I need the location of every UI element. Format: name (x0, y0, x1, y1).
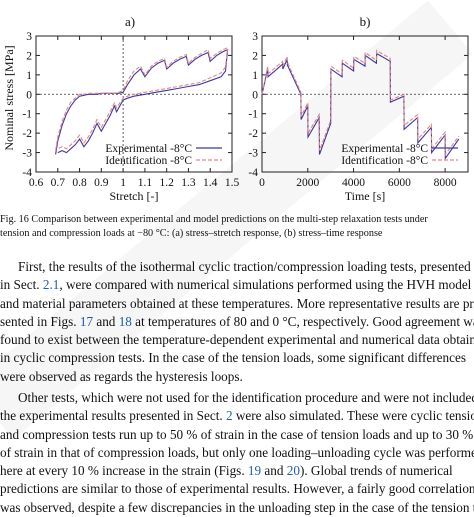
text-span: here at every 10 % increase in the strai… (0, 463, 248, 479)
y-tick-label: 0 (252, 89, 258, 101)
y-tick-label: -3 (22, 148, 32, 160)
text-span: in Sect. (0, 277, 43, 293)
x-tick-label: 0 (259, 177, 265, 189)
text-line: the experimental results presented in Se… (0, 407, 474, 425)
chart-panel-b: -4 -3 -2 -1 0 1 2 3 0 2000 4000 6000 8000 Time [s] Exp… (248, 31, 469, 203)
text-span: , were compared with numerical simulatio… (59, 277, 472, 293)
y-tick-label: 3 (252, 31, 258, 43)
section-link-2[interactable]: 2 (225, 408, 233, 424)
text-line: was observed, despite a few discrepancie… (0, 499, 474, 517)
plot-frame (35, 35, 233, 173)
y-tick-label: -2 (248, 128, 258, 140)
y-tick-label: -3 (248, 148, 258, 160)
y-tick-label: 0 (26, 89, 32, 101)
text-span: was observed, despite a few discrepancie… (0, 499, 474, 515)
experimental-series-line (55, 48, 229, 155)
y-tick-label: -4 (248, 167, 258, 179)
x-tick-label: 8000 (434, 177, 457, 189)
x-tick-label: 2000 (296, 177, 319, 189)
y-tick-label: 1 (252, 70, 258, 82)
y-tick-label: 1 (26, 70, 32, 82)
x-tick-label: 0.8 (72, 177, 87, 189)
panel-a-label: a) (125, 14, 135, 29)
x-axis-label: Stretch [-] (110, 189, 159, 203)
text-span: were also simulated. These were cyclic t… (232, 408, 474, 424)
x-tick-label: 0.9 (94, 177, 109, 189)
caption-line-1: Fig. 16 Comparison between experimental … (0, 214, 428, 225)
legend-label: Experimental -8°C (105, 143, 192, 155)
text-line: in cyclic compression tests. In the case… (0, 349, 474, 367)
x-tick-label: 6000 (388, 177, 411, 189)
panel-b-label: b) (360, 14, 371, 29)
y-tick-label: 2 (252, 50, 258, 62)
text-span: found to exist between the temperature-d… (0, 332, 474, 348)
paragraph-2: Other tests, which were not used for the… (0, 389, 474, 517)
x-tick-label: 1.1 (138, 177, 153, 189)
text-span: at temperatures of 80 and 0 °C, respecti… (131, 313, 474, 329)
x-tick-label: 1.2 (159, 177, 174, 189)
paragraph-1: First, the results of the isothermal cyc… (0, 258, 474, 386)
figure-link-20[interactable]: 20 (286, 463, 300, 479)
identification-series-line (261, 49, 460, 157)
text-line: here at every 10 % increase in the strai… (0, 462, 474, 480)
legend-label: Identification -8°C (105, 155, 192, 167)
x-axis-label: Time [s] (345, 189, 386, 203)
x-tick-label: 0.6 (29, 177, 44, 189)
text-span: Other tests, which were not used for the… (18, 390, 474, 405)
text-span: were observed as regards the hysteresis … (0, 368, 243, 384)
y-tick-label: -2 (22, 128, 32, 140)
caption-line-2: tension and compression loads at −80 °C:… (0, 227, 383, 239)
panel-a-ylabel: Nominal stress [MPa] (2, 45, 16, 150)
section-link-2-1[interactable]: 2.1 (42, 277, 60, 293)
text-span: the experimental results presented in Se… (0, 408, 226, 424)
text-line: Other tests, which were not used for the… (0, 389, 474, 407)
y-tick-label: -1 (22, 109, 32, 121)
text-line: of strain in that of compression loads, … (0, 444, 474, 462)
text-line: and compression tests run up to 50 % of … (0, 426, 474, 444)
x-tick-label: 1.4 (203, 177, 218, 189)
y-tick-label: 3 (26, 31, 32, 43)
text-line: sented in Figs. 17 and 18 at temperature… (0, 313, 474, 331)
text-line: were observed as regards the hysteresis … (0, 368, 474, 386)
text-line: and material parameters obtained at thes… (0, 295, 474, 313)
chart-panel-a: -4 -3 -2 -1 0 1 2 3 0.6 0.7 0.8 0.9 1 1.1 1.2 1.3 1.4 1.5… (22, 31, 239, 203)
figure-16: a) Nominal stress [MPa] -4 -3 -2 -1 0 1 2 3 0.6 0… (2, 14, 469, 203)
x-tick-label: 1.5 (225, 177, 240, 189)
figure-link-18[interactable]: 18 (118, 313, 132, 329)
figure-caption: Fig. 16 Comparison between experimental … (0, 213, 474, 240)
y-tick-label: 2 (26, 50, 32, 62)
text-line: in Sect. 2.1, were compared with numeric… (0, 276, 474, 294)
text-span: sented in Figs. (0, 313, 80, 329)
text-line: found to exist between the temperature-d… (0, 331, 474, 349)
y-tick-label: -4 (22, 167, 32, 179)
x-tick-label: 0.7 (51, 177, 66, 189)
text-span: First, the results of the isothermal cyc… (18, 259, 471, 274)
text-span: ). Global trends of numerical (299, 463, 453, 479)
text-span: and material parameters obtained at thes… (0, 295, 474, 311)
plot-frame (261, 35, 469, 173)
text-line: predictions are similar to those of expe… (0, 480, 474, 498)
text-span: and (93, 313, 119, 329)
legend-label: Identification -8°C (341, 155, 428, 167)
figure-link-17[interactable]: 17 (79, 313, 94, 329)
y-tick-label: -1 (248, 109, 258, 121)
identification-series-line (55, 46, 229, 151)
x-tick-label: 4000 (342, 177, 365, 189)
x-tick-label: 1 (120, 177, 126, 189)
text-span: of strain in that of compression loads, … (0, 444, 474, 460)
legend-label: Experimental -8°C (341, 143, 428, 155)
x-tick-label: 1.3 (181, 177, 196, 189)
figure-link-19[interactable]: 19 (247, 463, 262, 479)
text-span: and (261, 463, 287, 479)
text-line: First, the results of the isothermal cyc… (0, 258, 474, 276)
text-span: in cyclic compression tests. In the case… (0, 350, 466, 366)
text-span: and compression tests run up to 50 % of … (0, 426, 474, 442)
